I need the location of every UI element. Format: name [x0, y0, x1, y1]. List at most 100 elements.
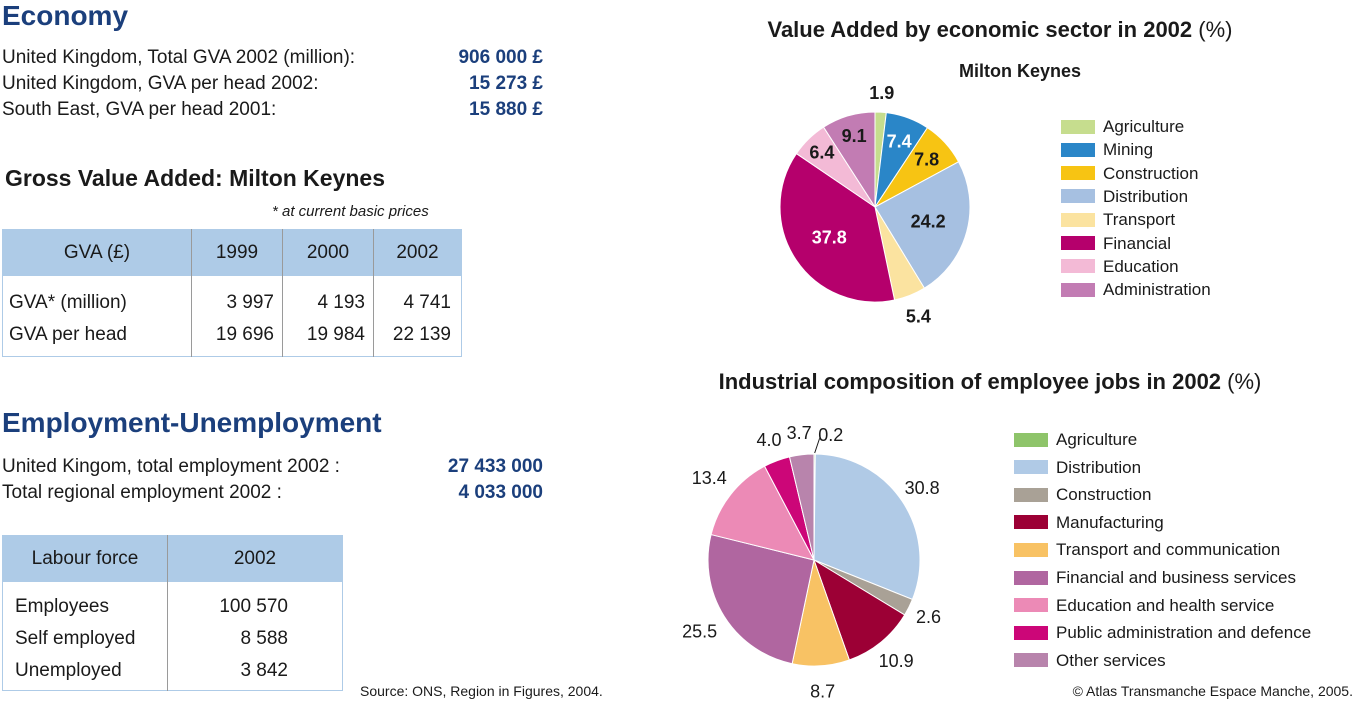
legend-entry: Education	[1061, 257, 1179, 277]
table-cell: 19 696	[191, 318, 283, 357]
data-label: 4.0	[756, 430, 781, 450]
legend-swatch	[1014, 570, 1048, 585]
table-header-cell: 2002	[167, 535, 343, 582]
pie-slice-distribution	[874, 161, 971, 289]
legend-swatch	[1014, 625, 1048, 640]
chart-title: Industrial composition of employee jobs …	[660, 369, 1320, 395]
legend-label: Financial	[1103, 233, 1172, 253]
legend-label: Distribution	[1103, 186, 1189, 206]
employment-stat-label: Total regional employment 2002 :	[2, 482, 282, 503]
legend-label: Education	[1103, 256, 1179, 276]
data-label: 6.4	[809, 143, 834, 163]
legend-label: Transport	[1103, 210, 1176, 230]
legend-label: Financial and business services	[1056, 568, 1297, 587]
table-header-row: GVA (£) 1999 2000 2002	[2, 229, 462, 276]
pie-slice-manufacturing	[813, 558, 906, 661]
table-cell: 8 588	[167, 622, 343, 654]
legend-swatch	[1061, 212, 1095, 227]
legend-label: Distribution	[1056, 457, 1142, 477]
gva-note: * at current basic prices	[272, 203, 429, 220]
data-label: 25.5	[682, 622, 717, 642]
source-note: Source: ONS, Region in Figures, 2004.	[360, 683, 603, 699]
legend-label: Administration	[1103, 280, 1211, 300]
legend-swatch	[1061, 189, 1095, 204]
legend-label: Transport and communication	[1056, 540, 1281, 560]
chart-title: Value Added by economic sector in 2002 (…	[700, 17, 1300, 43]
economy-stat-label: United Kingdom, GVA per head 2002:	[2, 73, 319, 94]
legend-swatch	[1061, 119, 1095, 134]
employment-stat-label: United Kingom, total employment 2002 :	[2, 456, 340, 477]
gva-table: GVA (£) 1999 2000 2002 GVA* (million) 3 …	[2, 229, 462, 357]
data-label: 7.8	[914, 150, 939, 170]
economy-stat-value: 15 880 £	[469, 99, 543, 120]
legend-label: Construction	[1056, 485, 1152, 505]
table-row: GVA* (million) 3 997 4 193 4 741	[3, 276, 462, 318]
data-label: 13.4	[692, 468, 727, 488]
data-label: 10.9	[879, 651, 914, 671]
table-cell: GVA* (million)	[9, 292, 127, 313]
pie-slice-financial	[779, 152, 896, 303]
legend-label: Agriculture	[1103, 117, 1185, 136]
legend-entry: Agriculture	[1061, 117, 1184, 137]
chart-title-text: Industrial composition of employee jobs …	[718, 369, 1222, 394]
gva-title: Gross Value Added: Milton Keynes	[5, 165, 386, 191]
legend-entry: Public administration and defence	[1014, 623, 1311, 643]
table-cell: 100 570	[167, 582, 343, 622]
data-label: 3.7	[787, 423, 812, 443]
data-label: 0.2	[818, 425, 843, 445]
table-header-cell: Labour force	[2, 535, 168, 582]
table-cell: 4 193	[282, 276, 374, 318]
legend-swatch	[1061, 282, 1095, 297]
table-cell: 3 997	[191, 276, 283, 318]
legend-swatch	[1014, 460, 1048, 475]
legend-label: Construction	[1103, 163, 1199, 183]
legend-entry: Construction	[1061, 164, 1198, 184]
table-cell: Employees	[15, 596, 109, 617]
legend-swatch	[1014, 598, 1048, 613]
data-label: 5.4	[906, 307, 931, 327]
pie-chart-employee-jobs: 0.2 30.8 2.6 10.9 8.7 25.5 13.4 4.0 3.7	[682, 423, 941, 702]
legend-swatch	[1061, 166, 1095, 181]
table-cell: 3 842	[167, 654, 343, 691]
employment-stat-value: 27 433 000	[447, 456, 543, 477]
table-cell: Self employed	[15, 628, 136, 649]
legend-entry: Construction	[1014, 485, 1151, 505]
data-label: 2.6	[916, 607, 941, 627]
table-header-cell: 1999	[191, 229, 283, 276]
legend-label: Agriculture	[1056, 430, 1138, 449]
legend-swatch	[1061, 236, 1095, 251]
employment-title: Employment-Unemployment	[2, 407, 382, 438]
chart-title-unit: (%)	[1227, 369, 1262, 394]
data-label: 24.2	[911, 211, 946, 231]
table-cell: 19 984	[282, 318, 374, 357]
economy-stat-value: 15 273 £	[469, 73, 543, 94]
pie-slice-education-and-health-service	[710, 465, 815, 561]
legend-swatch	[1014, 653, 1048, 668]
data-label: 30.8	[905, 478, 940, 498]
legend-entry: Financial and business services	[1014, 568, 1296, 588]
legend-swatch	[1014, 432, 1048, 447]
data-label: 7.4	[887, 131, 912, 151]
legend-entry: Administration	[1061, 280, 1211, 300]
legend-entry: Transport and communication	[1014, 540, 1280, 560]
data-label: 9.1	[842, 126, 867, 146]
legend-label: Public administration and defence	[1056, 623, 1312, 643]
economy-stat-value: 906 000 £	[458, 47, 543, 68]
pie-slice-administration	[822, 111, 876, 209]
chart-title-unit: (%)	[1198, 17, 1233, 42]
legend-swatch	[1014, 487, 1048, 502]
chart-subtitle: Milton Keynes	[958, 61, 1082, 81]
legend-entry: Other services	[1014, 651, 1166, 671]
legend-label: Manufacturing	[1056, 512, 1164, 532]
chart-title-text: Value Added by economic sector in 2002	[767, 17, 1193, 42]
table-cell: Unemployed	[15, 660, 122, 681]
legend-label: Education and health service	[1056, 595, 1275, 615]
legend-swatch	[1061, 259, 1095, 274]
legend-entry: Financial	[1061, 234, 1171, 254]
legend-entry: Mining	[1061, 140, 1153, 160]
legend-entry: Manufacturing	[1014, 513, 1164, 533]
data-label: 1.9	[869, 83, 894, 103]
table-header-row: Labour force 2002	[2, 535, 343, 582]
pie-slice-distribution	[813, 453, 921, 601]
economy-stat-label: South East, GVA per head 2001:	[2, 99, 277, 120]
